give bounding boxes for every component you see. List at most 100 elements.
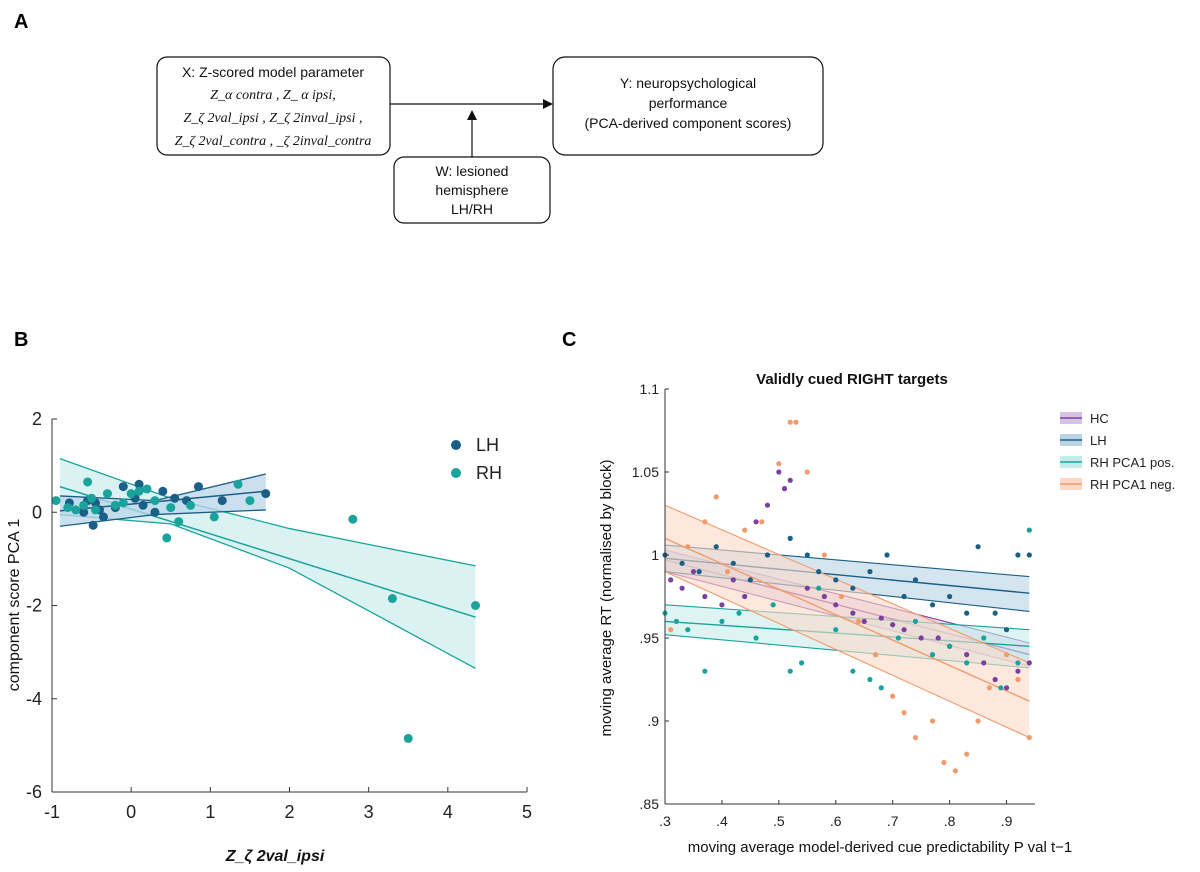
data-point bbox=[878, 685, 884, 691]
data-point bbox=[730, 577, 736, 583]
arrowhead-w-to-path bbox=[467, 110, 477, 120]
data-point-lh bbox=[118, 482, 128, 492]
box-y bbox=[552, 56, 824, 156]
data-point bbox=[770, 602, 776, 608]
data-point bbox=[821, 593, 827, 600]
x-tick-label: 3 bbox=[364, 802, 374, 822]
data-point bbox=[1026, 660, 1032, 666]
data-point bbox=[992, 610, 998, 616]
box-x bbox=[156, 56, 391, 156]
data-point-rh bbox=[134, 486, 144, 496]
data-point bbox=[702, 668, 708, 674]
data-point-rh bbox=[91, 505, 101, 515]
data-point-rh bbox=[348, 514, 358, 524]
data-point bbox=[975, 718, 981, 724]
data-point bbox=[747, 577, 753, 583]
data-point-lh bbox=[134, 479, 144, 489]
data-point-lh bbox=[193, 482, 203, 492]
data-point bbox=[736, 610, 742, 616]
data-point bbox=[730, 560, 736, 566]
ci-band bbox=[665, 505, 1030, 738]
panel-label-c: C bbox=[562, 329, 576, 351]
data-point bbox=[929, 602, 936, 608]
data-point bbox=[668, 627, 674, 633]
ci-upper-line-rh bbox=[59, 458, 476, 567]
legend-marker-lh bbox=[451, 440, 461, 450]
x-tick-label: .5 bbox=[773, 813, 785, 829]
data-point bbox=[725, 569, 731, 575]
data-point bbox=[816, 585, 822, 591]
data-point bbox=[690, 569, 697, 575]
x-axis-title: moving average model-derived cue predict… bbox=[688, 839, 1073, 856]
data-point bbox=[759, 519, 765, 525]
data-point-lh bbox=[261, 489, 271, 499]
data-point bbox=[787, 419, 793, 425]
y-tick-label: .95 bbox=[640, 630, 660, 646]
x-tick-label: .9 bbox=[1001, 813, 1013, 829]
data-point bbox=[964, 652, 970, 658]
data-point bbox=[992, 676, 998, 683]
data-point bbox=[1003, 652, 1010, 658]
data-point bbox=[838, 593, 845, 600]
data-point bbox=[787, 535, 793, 542]
legend-label: RH PCA1 pos. bbox=[1090, 455, 1175, 470]
data-point bbox=[702, 519, 708, 525]
y-axis-title: moving average RT (normalised by block) bbox=[598, 459, 615, 736]
legend-marker-rh bbox=[451, 468, 461, 478]
data-point bbox=[952, 768, 958, 774]
data-point bbox=[776, 469, 782, 475]
data-point bbox=[833, 602, 839, 608]
data-point-rh bbox=[79, 500, 89, 510]
y-tick-label: -4 bbox=[26, 689, 42, 709]
ci-lower-line bbox=[664, 571, 1030, 739]
data-point bbox=[685, 627, 691, 633]
box-w-line3: LH/RH bbox=[451, 201, 493, 217]
y-tick-label: 0 bbox=[32, 502, 42, 522]
box-x-line3: Z_ζ 2val_ipsi , Z_ζ 2inval_ipsi , bbox=[184, 111, 363, 126]
data-point bbox=[941, 759, 947, 766]
legend-label: RH PCA1 neg. bbox=[1090, 477, 1175, 492]
x-tick-label: 4 bbox=[443, 802, 453, 822]
data-point bbox=[787, 477, 793, 483]
box-x-line4: Z_ζ 2val_contra , _ζ 2inval_contra bbox=[175, 134, 372, 149]
box-w-line1: W: lesioned bbox=[436, 163, 509, 179]
chart-title: Validly cued RIGHT targets bbox=[756, 371, 948, 388]
data-point-rh bbox=[87, 493, 97, 503]
box-x-line2: Z_α contra , Z_ α ipsi, bbox=[210, 88, 336, 103]
data-point bbox=[873, 652, 879, 658]
data-point bbox=[799, 660, 805, 666]
data-point bbox=[804, 552, 810, 558]
data-point-lh bbox=[79, 507, 89, 517]
legend-label: HC bbox=[1090, 411, 1109, 426]
data-point bbox=[793, 419, 799, 425]
fit-line bbox=[664, 537, 1030, 702]
y-tick-label: -2 bbox=[26, 596, 42, 616]
legend-label: LH bbox=[1090, 433, 1107, 448]
box-y-line3: (PCA-derived component scores) bbox=[585, 115, 792, 131]
data-point-rh bbox=[102, 489, 112, 499]
data-point bbox=[890, 693, 896, 699]
data-point bbox=[1026, 552, 1032, 558]
data-point bbox=[679, 585, 685, 591]
data-point-lh bbox=[98, 512, 108, 522]
data-point bbox=[742, 593, 748, 600]
data-point bbox=[901, 710, 907, 716]
data-point bbox=[895, 635, 901, 641]
data-point bbox=[719, 618, 725, 625]
data-point bbox=[781, 486, 788, 492]
data-point-lh bbox=[150, 507, 160, 517]
data-point bbox=[855, 618, 862, 625]
panel-label-a: A bbox=[14, 11, 28, 33]
data-point bbox=[1015, 552, 1021, 558]
data-point bbox=[1003, 627, 1010, 633]
data-point-rh bbox=[233, 479, 243, 489]
data-point bbox=[821, 552, 827, 558]
data-point bbox=[804, 469, 810, 475]
data-point-lh bbox=[217, 496, 227, 506]
data-point bbox=[833, 627, 839, 633]
data-point bbox=[713, 544, 719, 550]
arrowhead-x-to-y bbox=[543, 99, 553, 109]
data-point-lh bbox=[88, 520, 98, 530]
y-axis-title: component score PCA 1 bbox=[6, 519, 23, 692]
data-point bbox=[901, 593, 907, 600]
